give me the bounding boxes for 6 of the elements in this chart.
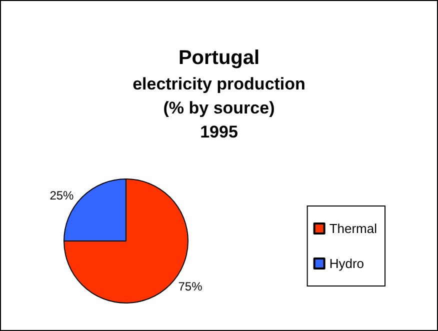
chart-title: Portugal bbox=[178, 47, 260, 69]
data-label: 25% bbox=[50, 188, 74, 203]
data-label: 75% bbox=[178, 279, 203, 294]
chart-subtitle: electricity production (% by source) 1995 bbox=[132, 74, 306, 142]
legend-label: Thermal bbox=[329, 221, 378, 236]
legend-label: Hydro bbox=[329, 256, 364, 271]
